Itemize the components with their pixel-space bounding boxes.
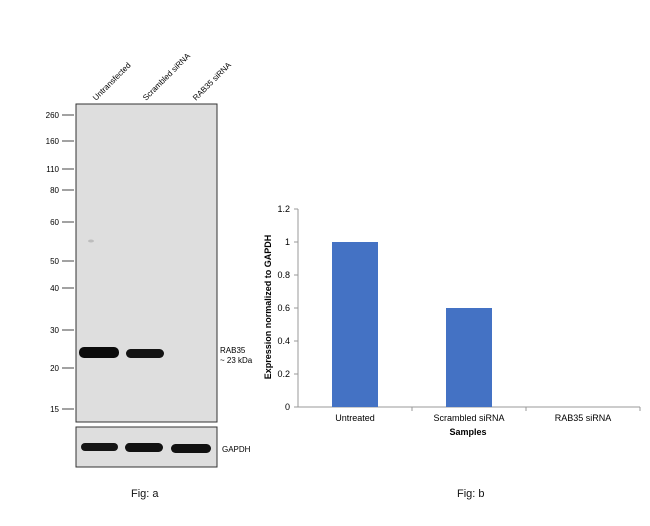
y-tick-label: 0.8	[277, 270, 290, 280]
chart-bars	[332, 242, 492, 407]
mw-marker-label: 20	[50, 364, 59, 373]
mw-marker-label: 15	[50, 405, 59, 414]
mw-marker-label: 40	[50, 284, 59, 293]
y-tick-label: 0.6	[277, 303, 290, 313]
x-tick-label: Untreated	[335, 413, 375, 423]
blot-artifact	[88, 239, 94, 243]
target-label: RAB35	[220, 346, 246, 355]
y-tick-label: 1	[285, 237, 290, 247]
band-gapdh-rab35	[171, 444, 211, 453]
y-axis-title: Expression normalized to GAPDH	[263, 235, 273, 380]
mw-marker-label: 260	[46, 111, 60, 120]
y-tick-label: 1.2	[277, 204, 290, 214]
x-tick-labels: Untreated Scrambled siRNA RAB35 siRNA	[335, 407, 641, 423]
mw-marker-label: 30	[50, 326, 59, 335]
y-tick-label: 0.2	[277, 369, 290, 379]
target-size-label: ~ 23 kDa	[220, 356, 253, 365]
figure-b-caption: Fig: b	[457, 488, 485, 500]
blot-panel	[75, 103, 218, 423]
mw-marker-label: 60	[50, 218, 59, 227]
bar	[446, 308, 492, 407]
band-rab35-untransfected	[79, 347, 119, 358]
x-axis-title: Samples	[449, 427, 486, 437]
x-tick-label: Scrambled siRNA	[433, 413, 504, 423]
y-tick-label: 0	[285, 402, 290, 412]
y-tick-label: 0.4	[277, 336, 290, 346]
mw-marker-label: 110	[46, 165, 59, 174]
loading-control-label: GAPDH	[222, 445, 251, 454]
figure-a-caption: Fig: a	[131, 488, 159, 500]
y-tick-labels: 0 0.2 0.4 0.6 0.8 1 1.2	[277, 204, 298, 412]
bar	[332, 242, 378, 407]
band-gapdh-scrambled	[125, 443, 163, 452]
mw-marker-group: 260 160 110 80 60 50 40 30 20 15	[46, 111, 74, 414]
mw-marker-label: 160	[46, 137, 60, 146]
mw-marker-label: 50	[50, 257, 59, 266]
band-rab35-scrambled	[126, 349, 164, 358]
x-tick-label: RAB35 siRNA	[555, 413, 612, 423]
band-gapdh-untransfected	[81, 443, 118, 451]
mw-marker-label: 80	[50, 186, 59, 195]
